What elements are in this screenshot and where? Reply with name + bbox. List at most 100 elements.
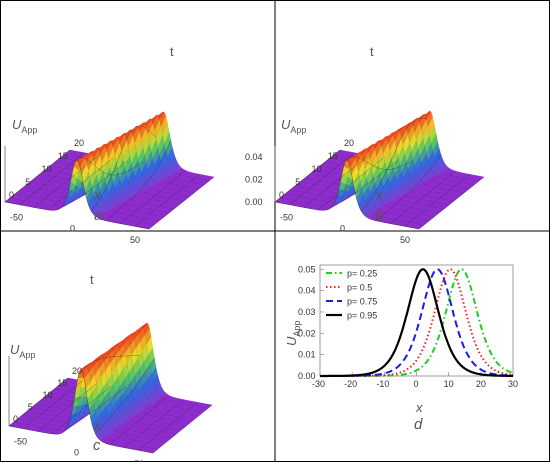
x-tick-label: 0 [340,224,345,234]
t-tick-label: 10 [312,164,322,174]
panel-d: -30 -20 -10 0 10 20 30 0.00 0.01 0.02 0.03 0.04 0.05… [284,264,518,433]
surface-gridline [375,153,442,221]
legend-label: p= 0.75 [347,297,377,307]
x-tick-label: 50 [130,235,140,245]
x-tick-label: -20 [344,379,357,389]
y-tick-label: 0.03 [298,307,316,317]
t-tick-label: 0 [13,414,18,424]
t-tick-label: 5 [295,177,300,187]
x-tick-label: -50 [14,436,27,446]
surface-mesh [274,110,485,230]
surface-gridline [33,155,99,208]
surface-gridline [124,399,184,448]
surface-gridline [404,174,470,227]
surface-gridline [91,125,157,212]
x-tick-label: -10 [376,379,389,389]
x-tick-label: 0 [74,448,79,458]
x-axis-label: x [375,187,383,202]
z-axis-label: UApp [12,117,37,135]
surface-tick-labels: -50 0 50 0 5 10 15 20 0.00 0.02 0.04 [245,138,410,245]
surface-gridline [76,157,143,176]
surface-gridline [120,170,186,224]
x-tick-label: 0 [70,224,75,234]
y-axis-label: UApp [284,321,302,346]
t-tick-label: 5 [25,177,30,187]
y-tick-label: 0.01 [298,350,316,360]
y-tick-label: 0.00 [298,371,316,381]
surface-gridline [80,355,141,370]
x-tick-label: -50 [10,212,23,222]
x-tick-label: 0 [414,379,419,389]
series-line [320,268,513,377]
panel-label-c: c [93,437,101,454]
surface-gridline [418,176,485,230]
x-tick-label: 20 [476,379,486,389]
z-tick-label: 0.02 [245,175,263,185]
surface-gridline [274,149,341,203]
x-tick-label: -30 [312,379,325,389]
t-tick-label: 0 [9,190,14,200]
y-tick-label: 0.04 [298,286,316,296]
surface-gridline [95,357,155,434]
legend-label: p= 0.25 [347,269,377,279]
surface-gridline [318,157,384,211]
surface-gridline [134,174,200,227]
x-tick-label: 30 [508,379,518,389]
t-tick-label: 20 [74,138,84,148]
surface-gridline [23,380,83,429]
t-tick-label: 5 [28,402,33,412]
surface-gridline [152,404,213,454]
surface-mesh [4,111,215,230]
panel-b: -50 0 50 0 5 10 15 20 0.00 0.02 0.04 t UApp x b [245,44,485,245]
surface-gridline [346,156,413,170]
surface-gridline [62,160,128,207]
x-tick-label: 50 [400,235,410,245]
series-line [320,268,513,378]
t-tick-label: 10 [42,164,52,174]
surface-gridline [37,383,97,432]
surface-gridline [289,152,355,205]
t-tick-label: 20 [72,366,82,376]
surface-gridline [148,176,215,230]
t-axis-label: t [170,44,174,59]
x-axis-label: x [93,187,101,202]
x-tick-label: -50 [280,212,293,222]
t-tick-label: 20 [344,138,354,148]
panel-label-b: b [375,207,383,224]
panel-label-a: a [94,207,102,224]
y-tick-label: 0.02 [298,328,316,338]
surface-gridline [8,377,69,427]
z-axis-label: UApp [281,117,306,135]
z-tick-label: 0.00 [245,197,263,207]
surface-gridline [4,149,71,203]
surface-gridline [138,402,198,451]
t-tick-label: 0 [279,190,284,200]
surface-gridline [66,386,126,429]
surface-gridline [303,155,369,208]
z-tick-label: 0.04 [245,152,263,162]
surface-gridline [361,117,427,212]
surface-gridline [390,170,456,224]
line-plot: -30 -20 -10 0 10 20 30 0.00 0.01 0.02 0.03 0.04 0.05… [298,264,518,389]
surface-mesh [8,322,213,454]
t-tick-label: 15 [57,378,67,388]
surface-gridline [19,152,85,205]
legend-label: p= 0.5 [347,283,372,293]
surface-gridline [48,157,114,211]
t-tick-label: 15 [58,151,68,161]
x-tick-label: 50 [134,459,144,462]
t-tick-label: 10 [43,390,53,400]
t-axis-label: t [90,272,94,287]
x-axis-label: x [93,418,101,433]
legend-label: p= 0.95 [347,311,377,321]
y-tick-label: 0.05 [298,264,316,274]
t-axis-label: t [370,44,374,59]
panel-label-d: d [414,416,423,433]
t-tick-label: 15 [328,151,338,161]
x-axis-label: x [415,400,423,415]
